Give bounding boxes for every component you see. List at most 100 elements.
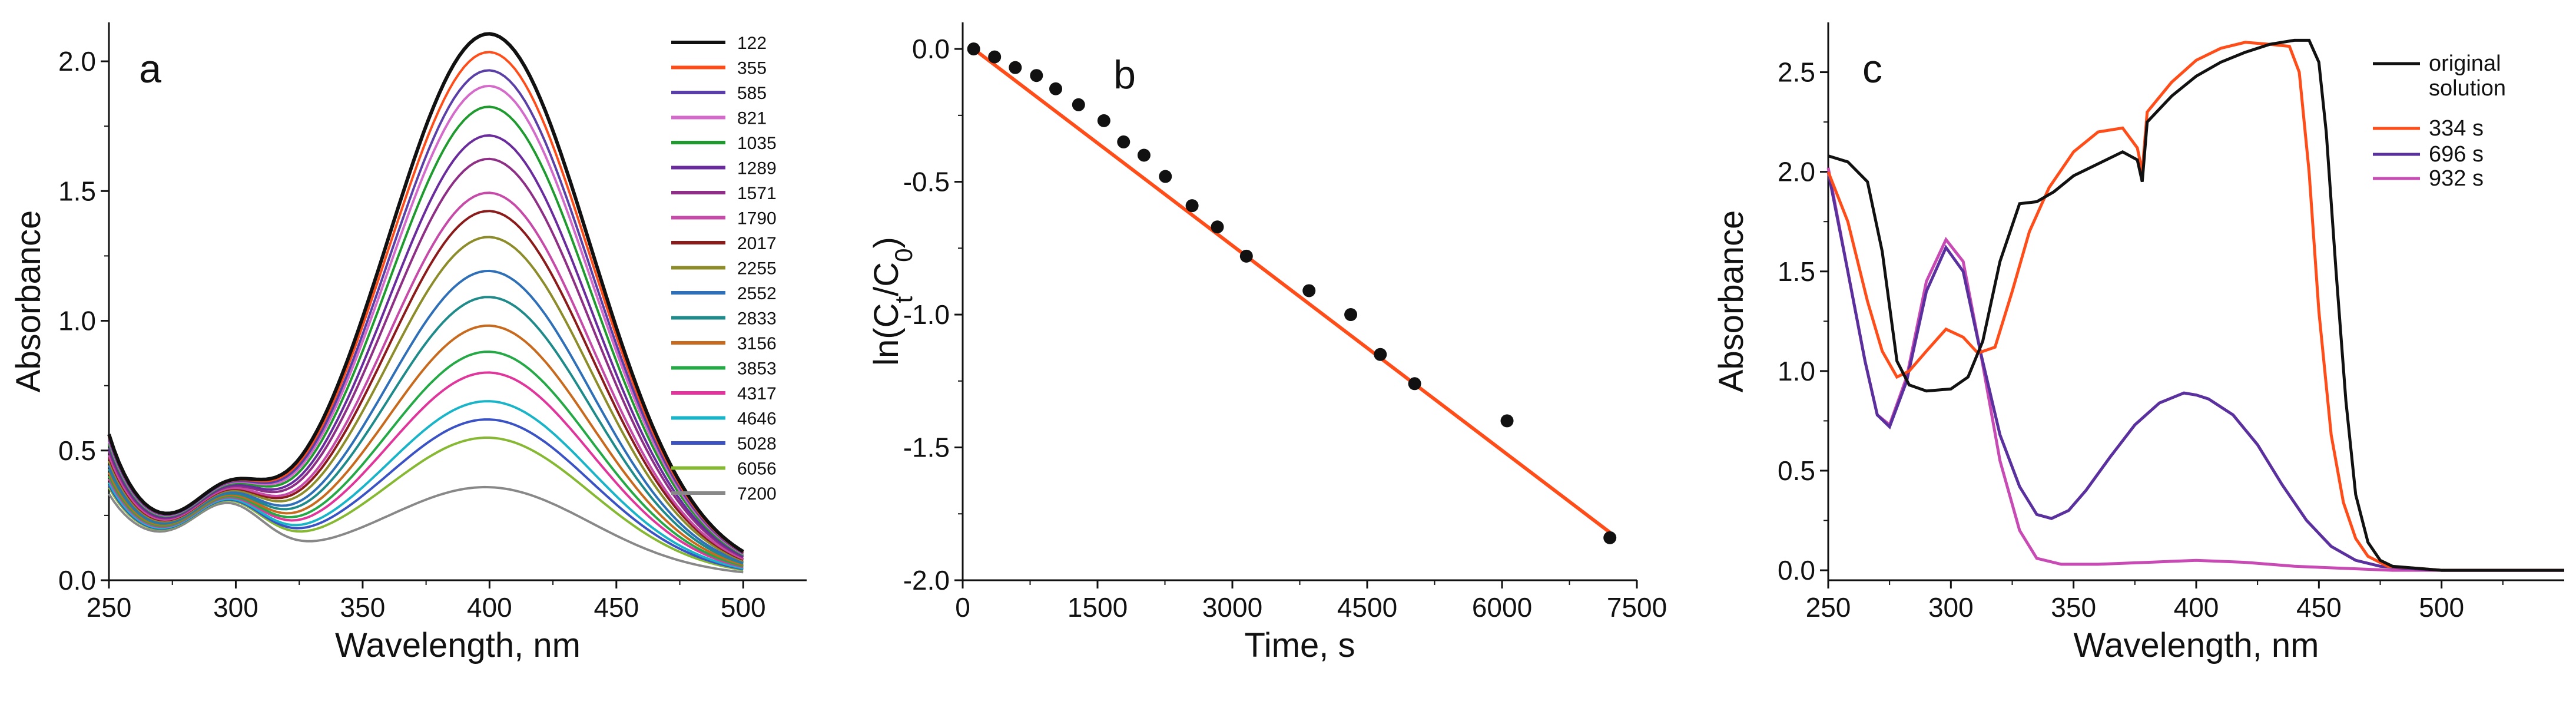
legend-label: original <box>2429 51 2501 76</box>
x-tick-label: 3000 <box>1202 592 1262 623</box>
y-tick-label: 0.0 <box>1778 555 1815 586</box>
y-axis-title-suffix: ) <box>867 237 906 248</box>
legend-label: 2833 <box>737 309 777 329</box>
x-tick-label: 500 <box>721 592 766 623</box>
y-axis-title-mid: /C <box>867 262 906 296</box>
x-tick-label: 350 <box>2051 592 2096 623</box>
legend-label: 122 <box>737 34 767 53</box>
legend-label: 4646 <box>737 409 777 429</box>
x-tick-label: 6000 <box>1472 592 1532 623</box>
legend-label: 821 <box>737 109 767 128</box>
y-axis-title-prefix: ln(C <box>867 303 906 366</box>
data-point <box>1211 220 1224 234</box>
y-tick-label: 1.0 <box>58 306 96 336</box>
legend-label: 334 s <box>2429 116 2484 141</box>
legend-label: 696 s <box>2429 142 2484 167</box>
legend-label: 585 <box>737 84 767 103</box>
data-point <box>1500 414 1514 428</box>
y-axis-title-sub1: t <box>890 296 917 303</box>
x-axis-title: Wavelength, nm <box>2074 626 2319 664</box>
legend: 122 355 585 821 1035 1289 1571 1790 2017 2255 2552… <box>671 34 777 504</box>
data-point <box>967 42 980 56</box>
y-tick-label: 0.0 <box>58 565 96 596</box>
x-tick-label: 450 <box>594 592 639 623</box>
y-tick-label: -1.0 <box>903 299 950 330</box>
x-tick-label: 300 <box>213 592 258 623</box>
data-point <box>1049 82 1063 95</box>
data-point <box>1374 348 1387 361</box>
data-point <box>1159 170 1172 183</box>
y-axis-title-sub2: 0 <box>890 248 917 262</box>
legend-label: 5028 <box>737 434 777 454</box>
panel-letter: a <box>139 47 161 91</box>
y-axis-title: Absorbance <box>1712 210 1751 393</box>
legend-label: 2552 <box>737 284 777 303</box>
x-tick-label: 250 <box>87 592 132 623</box>
y-tick-label: 2.0 <box>1778 157 1815 187</box>
y-tick-label: 0.0 <box>912 34 950 64</box>
y-tick-label: -1.5 <box>903 432 950 463</box>
legend-label: 4317 <box>737 384 777 404</box>
data-point <box>1603 531 1617 544</box>
data-point <box>1117 135 1130 148</box>
data-point <box>1009 61 1022 74</box>
y-axis-title: ln(Ct/C0) <box>867 237 917 366</box>
panel-b: 0 1500 3000 4500 6000 7500 0.0 -0.5 -1.0 -1.5 -2.0… <box>867 22 1667 664</box>
spectrum-line-122 <box>107 32 744 553</box>
data-point <box>1097 114 1110 127</box>
panel-a: 250 300 350 400 450 500 0.0 0.5 1.0 1.5 2.0 Wavelen… <box>9 22 807 664</box>
legend-label: 3853 <box>737 359 777 379</box>
panel-letter: c <box>1862 47 1882 91</box>
legend-label: 932 s <box>2429 166 2484 191</box>
x-tick-label: 7500 <box>1607 592 1667 623</box>
x-tick-label: 300 <box>1928 592 1974 623</box>
y-tick-label: 0.5 <box>58 435 96 466</box>
x-tick-label: 400 <box>467 592 512 623</box>
legend-label: 1790 <box>737 209 777 229</box>
spectrum-line-7200 <box>108 485 744 574</box>
data-point <box>1030 69 1043 82</box>
legend-label: 3156 <box>737 334 777 353</box>
data-point <box>1185 199 1199 213</box>
legend-label: 2255 <box>737 259 777 279</box>
x-axis-title: Wavelength, nm <box>335 626 581 664</box>
x-tick-label: 1500 <box>1067 592 1128 623</box>
y-axis-title: Absorbance <box>9 210 48 393</box>
legend-label: 1289 <box>737 159 777 178</box>
panel-c: 250 300 350 400 450 500 0.0 0.5 1.0 1.5 2.0 2.5 Wave… <box>1712 22 2564 664</box>
x-tick-label: 4500 <box>1337 592 1397 623</box>
legend-label: 355 <box>737 59 767 78</box>
legend-label: 1035 <box>737 134 777 153</box>
x-tick-label: 350 <box>340 592 386 623</box>
legend-label: 2017 <box>737 234 777 253</box>
y-tick-label: -0.5 <box>903 167 950 197</box>
x-axis-title: Time, s <box>1245 626 1355 664</box>
spectrum-line-2552 <box>108 269 744 564</box>
data-point <box>1344 308 1358 322</box>
spectrum-line <box>1826 171 2564 572</box>
legend-label: 1571 <box>737 184 777 203</box>
x-tick-label: 250 <box>1806 592 1851 623</box>
x-tick-label: 0 <box>955 592 970 623</box>
y-tick-label: 1.0 <box>1778 356 1815 386</box>
spectrum-line <box>1826 167 2564 572</box>
y-tick-label: 1.5 <box>58 176 96 206</box>
data-point <box>1137 148 1151 162</box>
data-point <box>1302 284 1316 297</box>
legend-label: solution <box>2429 76 2506 101</box>
fit-line <box>972 47 1612 534</box>
y-tick-label: 0.5 <box>1778 455 1815 486</box>
legend-label: 7200 <box>737 484 777 504</box>
data-point <box>1072 98 1085 111</box>
x-tick-label: 400 <box>2174 592 2219 623</box>
data-point <box>1408 377 1421 391</box>
panel-letter: b <box>1113 52 1136 97</box>
spectrum-line <box>1828 38 2564 572</box>
legend-label: 6056 <box>737 459 777 479</box>
data-point <box>988 50 1002 64</box>
y-tick-label: 2.5 <box>1778 57 1815 88</box>
y-tick-label: -2.0 <box>903 565 950 596</box>
y-tick-label: 2.0 <box>58 46 96 77</box>
